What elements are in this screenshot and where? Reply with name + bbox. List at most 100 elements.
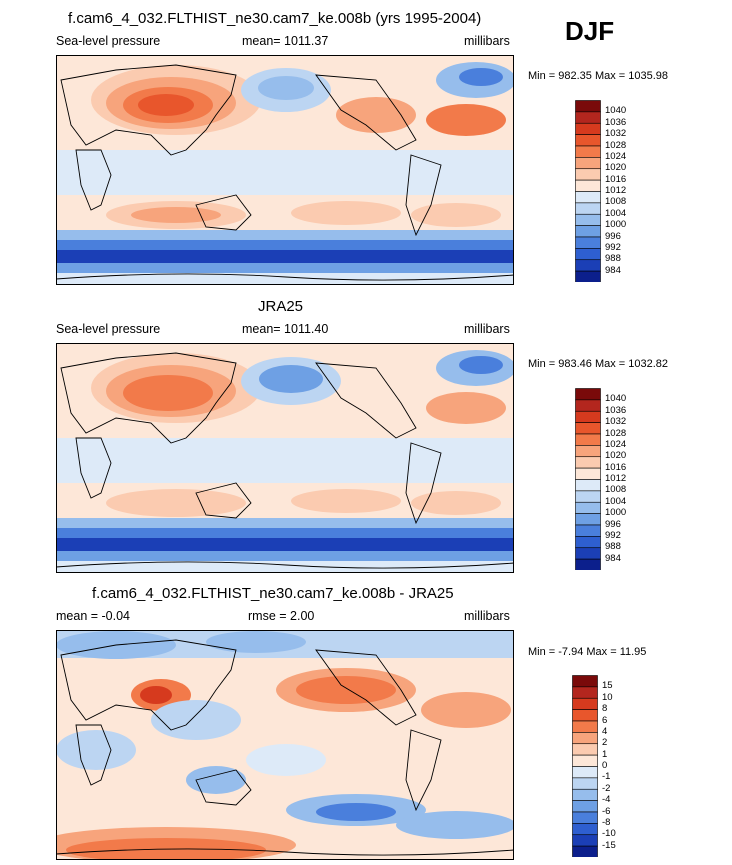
colorbar-tick-label: 1028 — [605, 139, 627, 151]
colorbar-swatch — [572, 697, 598, 710]
colorbar-tick-label: 988 — [605, 253, 621, 265]
colorbar-tick-label: 6 — [602, 714, 608, 726]
colorbar-swatch — [575, 100, 601, 113]
colorbar-tick-label: 1016 — [605, 461, 627, 473]
colorbar-swatch — [575, 270, 601, 282]
colorbar-tick-label: -8 — [602, 816, 611, 828]
panel3-minmax: Min = -7.94 Max = 11.95 — [528, 646, 647, 658]
colorbar-tick-label: 1032 — [605, 416, 627, 428]
colorbar-tick-label: 1028 — [605, 427, 627, 439]
colorbar-tick-label: 996 — [605, 230, 621, 242]
colorbar-swatch — [572, 811, 598, 824]
colorbar-swatch — [575, 388, 601, 401]
colorbar-swatch — [575, 145, 601, 158]
colorbar-tick-label: 1040 — [605, 393, 627, 405]
colorbar-tick-label: 0 — [602, 760, 608, 771]
colorbar-tick-label: -6 — [602, 805, 611, 817]
colorbar-swatch — [575, 410, 601, 423]
colorbar-swatch — [572, 800, 598, 813]
colorbar-tick-label: 984 — [605, 552, 621, 564]
colorbar-tick-label: 992 — [605, 529, 621, 541]
colorbar-tick-label: -10 — [602, 828, 616, 840]
colorbar-tick-label: -15 — [602, 839, 616, 851]
colorbar-tick-label: 1 — [602, 748, 608, 760]
colorbar-swatch — [575, 225, 601, 238]
colorbar-tick-label: 1008 — [605, 196, 627, 208]
colorbar-swatch — [572, 777, 598, 790]
colorbar-swatch — [575, 259, 601, 272]
panel3-rmse-label: rmse = 2.00 — [248, 609, 315, 623]
colorbar-tick-label: 1008 — [605, 484, 627, 496]
colorbar-swatch — [575, 467, 601, 480]
colorbar-swatch — [575, 122, 601, 135]
panel2-map — [56, 343, 514, 573]
panel1-title: f.cam6_4_032.FLTHIST_ne30.cam7_ke.008b (… — [68, 10, 482, 27]
panel2-title: JRA25 — [258, 298, 304, 315]
panel2-variable-label: Sea-level pressure — [56, 322, 161, 336]
panel2-minmax: Min = 983.46 Max = 1032.82 — [528, 358, 669, 370]
panel3-map — [56, 630, 514, 860]
colorbar-tick-label: 1024 — [605, 438, 627, 450]
colorbar-swatch — [572, 709, 598, 722]
colorbar-swatch — [572, 743, 598, 756]
colorbar-tick-label: 8 — [602, 703, 608, 715]
colorbar-swatch — [575, 456, 601, 469]
colorbar-swatch — [575, 202, 601, 215]
colorbar-tick-label: 1012 — [605, 185, 627, 196]
panel1-mean-label: mean= 1011.37 — [242, 34, 329, 48]
panel1-variable-label: Sea-level pressure — [56, 34, 161, 48]
colorbar-tick-label: 1036 — [605, 116, 627, 128]
colorbar-swatch — [575, 157, 601, 170]
colorbar-swatch — [572, 754, 598, 767]
panel1-minmax: Min = 982.35 Max = 1035.98 — [528, 70, 669, 82]
season-label: DJF — [565, 16, 615, 46]
colorbar-swatch — [575, 179, 601, 192]
colorbar-swatch — [575, 213, 601, 226]
panel3-title: f.cam6_4_032.FLTHIST_ne30.cam7_ke.008b -… — [92, 585, 454, 602]
colorbar-swatch — [572, 686, 598, 699]
colorbar-tick-label: 988 — [605, 541, 621, 553]
colorbar-swatch — [575, 168, 601, 181]
colorbar-swatch — [572, 788, 598, 801]
colorbar-tick-label: -2 — [602, 782, 611, 794]
colorbar-tick-label: -1 — [602, 771, 611, 783]
colorbar-swatch — [575, 111, 601, 124]
colorbar-swatch — [572, 834, 598, 847]
colorbar-swatch — [572, 720, 598, 733]
colorbar-tick-label: 1016 — [605, 173, 627, 185]
colorbar-tick-label: 15 — [602, 680, 613, 692]
panel2-mean-label: mean= 1011.40 — [242, 322, 329, 336]
colorbar-swatch — [572, 766, 598, 779]
colorbar-tick-label: 1036 — [605, 404, 627, 416]
colorbar-tick-label: 1024 — [605, 150, 627, 162]
colorbar-swatch — [575, 248, 601, 261]
colorbar-swatch — [575, 490, 601, 503]
colorbar-tick-label: 1012 — [605, 473, 627, 484]
colorbar-tick-label: 1004 — [605, 207, 627, 219]
colorbar-tick-label: 984 — [605, 264, 621, 276]
colorbar-swatch — [575, 524, 601, 537]
panel1-colorbar — [575, 100, 601, 282]
colorbar-swatch — [575, 134, 601, 147]
colorbar-tick-label: 1000 — [605, 219, 627, 231]
panel2-colorbar — [575, 388, 601, 570]
panel1-map — [56, 55, 514, 285]
colorbar-swatch — [575, 191, 601, 204]
panel1-units-label: millibars — [464, 34, 510, 48]
colorbar-swatch — [572, 823, 598, 836]
colorbar-tick-label: 996 — [605, 518, 621, 530]
colorbar-tick-label: 1000 — [605, 507, 627, 519]
colorbar-tick-label: 992 — [605, 241, 621, 253]
colorbar-swatch — [575, 558, 601, 570]
colorbar-tick-label: 1020 — [605, 162, 627, 174]
colorbar-swatch — [575, 236, 601, 249]
colorbar-swatch — [575, 513, 601, 526]
colorbar-tick-label: 1004 — [605, 495, 627, 507]
colorbar-swatch — [575, 479, 601, 492]
panel3-mean-label: mean = -0.04 — [56, 609, 131, 623]
colorbar-swatch — [575, 422, 601, 435]
colorbar-swatch — [575, 547, 601, 560]
colorbar-swatch — [575, 433, 601, 446]
panel2-units-label: millibars — [464, 322, 510, 336]
colorbar-swatch — [575, 536, 601, 549]
